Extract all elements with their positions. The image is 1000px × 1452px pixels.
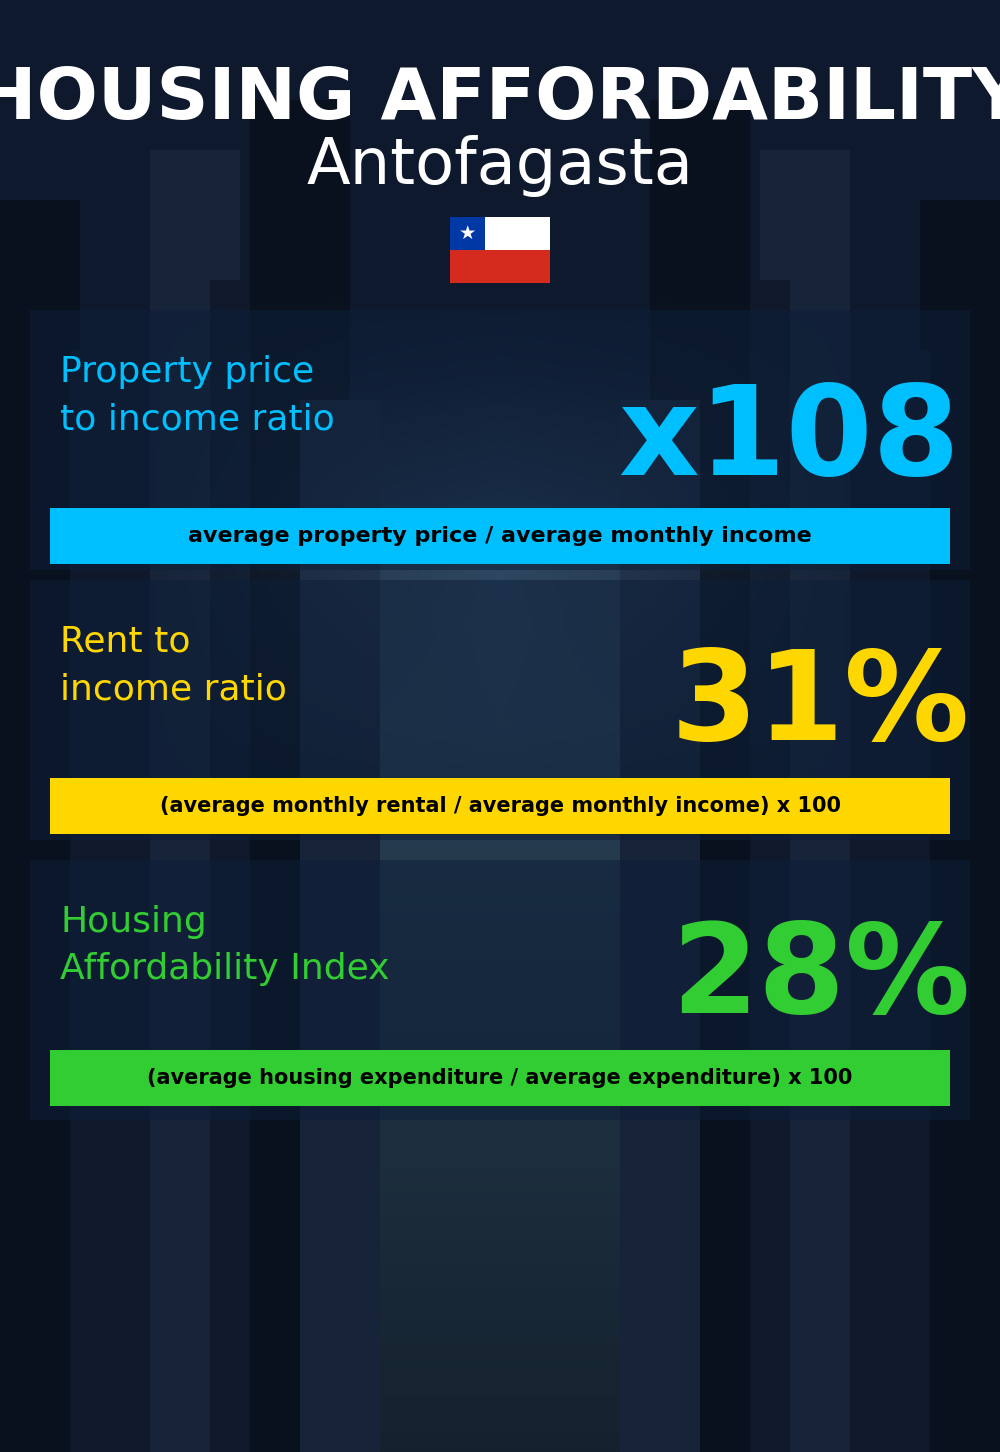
Text: Antofagasta: Antofagasta xyxy=(307,135,693,197)
FancyBboxPatch shape xyxy=(50,778,950,833)
Text: x108: x108 xyxy=(618,380,960,501)
FancyBboxPatch shape xyxy=(30,860,970,1119)
Text: Rent to
income ratio: Rent to income ratio xyxy=(60,624,287,707)
FancyBboxPatch shape xyxy=(30,579,970,841)
FancyBboxPatch shape xyxy=(450,216,485,250)
Text: (average monthly rental / average monthly income) x 100: (average monthly rental / average monthl… xyxy=(160,796,840,816)
FancyBboxPatch shape xyxy=(50,1050,950,1106)
Text: Housing
Affordability Index: Housing Affordability Index xyxy=(60,905,390,986)
FancyBboxPatch shape xyxy=(30,309,970,571)
Text: HOUSING AFFORDABILITY: HOUSING AFFORDABILITY xyxy=(0,65,1000,134)
FancyBboxPatch shape xyxy=(50,508,950,563)
Text: ★: ★ xyxy=(459,224,476,242)
FancyBboxPatch shape xyxy=(450,216,550,250)
Text: Property price
to income ratio: Property price to income ratio xyxy=(60,354,335,437)
Text: (average housing expenditure / average expenditure) x 100: (average housing expenditure / average e… xyxy=(147,1069,853,1088)
FancyBboxPatch shape xyxy=(450,250,550,283)
Text: average property price / average monthly income: average property price / average monthly… xyxy=(188,526,812,546)
Text: 31%: 31% xyxy=(671,645,970,767)
Text: 28%: 28% xyxy=(671,918,970,1040)
